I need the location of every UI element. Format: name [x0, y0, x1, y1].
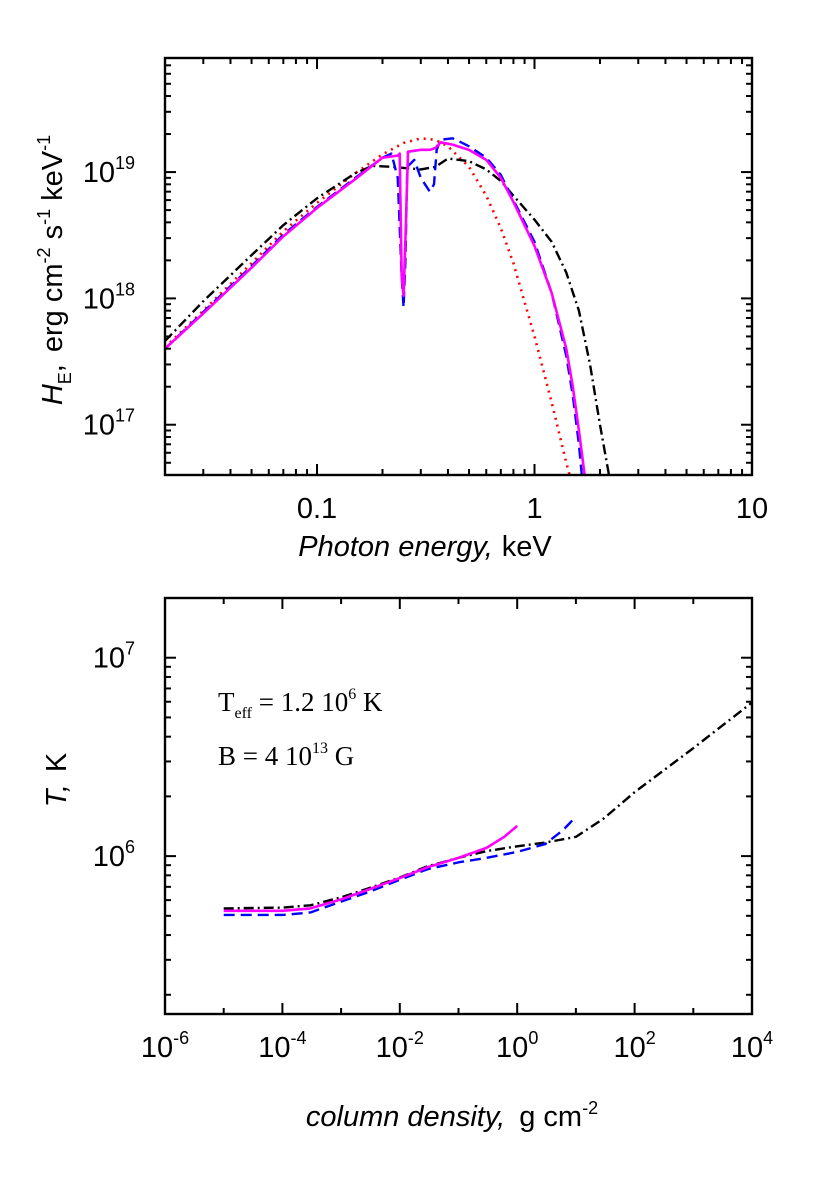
spectrum-curves	[165, 137, 611, 475]
series-dash-dot-black	[223, 701, 752, 910]
x-tick-label: 100	[496, 1028, 538, 1064]
annotation-b-exp: 13	[312, 740, 328, 757]
x-tick-exp: -6	[173, 1028, 189, 1048]
temperature-x-axis-italic: column density,	[306, 1101, 505, 1133]
y-tick-exp: 18	[115, 279, 135, 299]
temperature-y-axis-italic: T,	[41, 784, 73, 807]
x-tick-text: 0.1	[297, 493, 337, 525]
x-tick-label: 0.1	[297, 493, 337, 525]
spectrum-y-unit-2: -2	[34, 247, 54, 263]
annotation-teff-end: K	[356, 687, 383, 717]
series-solid-magenta	[165, 141, 586, 475]
x-tick-text: 10	[736, 493, 768, 525]
temperature-x-axis-title: column density, g cm-2	[306, 1098, 598, 1133]
temperature-x-tick-labels: 10-6 10-4 10-2 100 102 104	[141, 1028, 773, 1064]
spectrum-x-axis-unit: keV	[502, 531, 553, 563]
x-tick-base: 10	[258, 1032, 290, 1064]
spectrum-y-axis-symbol: H	[37, 384, 69, 405]
spectrum-plot-frame	[163, 56, 754, 477]
x-tick-label: 10-2	[376, 1028, 424, 1064]
spectrum-x-tick-labels: 0.1 1 10	[297, 493, 768, 525]
temperature-y-axis-title: T, K	[41, 752, 73, 807]
y-tick-exp: 19	[115, 153, 135, 173]
x-tick-exp: 0	[528, 1028, 538, 1048]
x-tick-base: 10	[496, 1032, 528, 1064]
y-tick-exp: 7	[125, 639, 135, 659]
y-tick-label: 1019	[83, 153, 135, 189]
annotation-b: B = 4 1013 G	[218, 740, 354, 771]
y-tick-exp: 6	[125, 837, 135, 857]
spectrum-y-unit-5: keV	[37, 150, 69, 209]
y-tick-label: 106	[93, 837, 135, 873]
spectrum-x-axis-title: Photon energy, keV	[298, 531, 552, 563]
y-tick-base: 10	[83, 157, 115, 189]
x-tick-label: 102	[613, 1028, 655, 1064]
series-dash-dot-black	[165, 157, 611, 475]
temperature-x-axis-unit: g cm	[519, 1101, 582, 1133]
y-tick-base: 10	[93, 643, 125, 675]
annotation-b-end: G	[328, 741, 354, 771]
temperature-x-axis-exp: -2	[582, 1098, 598, 1118]
y-tick-base: 10	[83, 283, 115, 315]
temperature-ticks	[164, 597, 753, 1014]
x-tick-label: 10	[736, 493, 768, 525]
y-tick-label: 1017	[83, 406, 135, 442]
x-tick-text: 1	[526, 493, 542, 525]
spectrum-y-axis-comma: ,	[37, 364, 69, 372]
x-tick-exp: -4	[291, 1028, 307, 1048]
annotation-teff-main: T	[218, 687, 235, 717]
spectrum-y-unit-6: -1	[34, 135, 54, 151]
x-tick-label: 104	[731, 1028, 773, 1064]
annotation-teff: Teff = 1.2 106 K	[218, 686, 383, 722]
spectrum-y-axis-title: HE,erg cm-2 s-1 keV-1	[34, 135, 75, 405]
x-tick-label: 1	[526, 493, 542, 525]
x-tick-exp: 4	[763, 1028, 773, 1048]
spectrum-y-unit-3: s	[37, 225, 69, 248]
y-tick-label: 1018	[83, 279, 135, 315]
spectrum-x-axis-italic: Photon energy,	[298, 531, 493, 563]
x-tick-label: 10-6	[141, 1028, 189, 1064]
annotation-teff-mid: = 1.2 10	[252, 687, 348, 717]
y-tick-base: 10	[83, 410, 115, 442]
series-solid-magenta	[223, 824, 519, 913]
x-tick-label: 10-4	[258, 1028, 306, 1064]
temperature-y-axis-unit: K	[41, 752, 73, 772]
annotation-teff-exp: 6	[348, 686, 356, 703]
x-tick-exp: -2	[408, 1028, 424, 1048]
y-tick-base: 10	[93, 841, 125, 873]
x-tick-exp: 2	[646, 1028, 656, 1048]
spectrum-y-unit-4: -1	[34, 209, 54, 225]
annotation-b-main: B = 4 10	[218, 741, 312, 771]
x-tick-base: 10	[731, 1032, 763, 1064]
series-dashed-blue	[223, 815, 577, 917]
spectrum-y-unit-1: erg cm	[37, 263, 69, 352]
series-dashed-blue	[165, 137, 584, 475]
temperature-plot-frame	[163, 596, 754, 1016]
x-tick-base: 10	[376, 1032, 408, 1064]
temperature-curves	[223, 701, 752, 917]
x-tick-base: 10	[613, 1032, 645, 1064]
y-tick-label: 107	[93, 639, 135, 675]
spectrum-y-axis-sub: E	[55, 372, 75, 384]
annotation-teff-sub: eff	[235, 705, 253, 722]
x-tick-base: 10	[141, 1032, 173, 1064]
y-tick-exp: 17	[115, 406, 135, 426]
